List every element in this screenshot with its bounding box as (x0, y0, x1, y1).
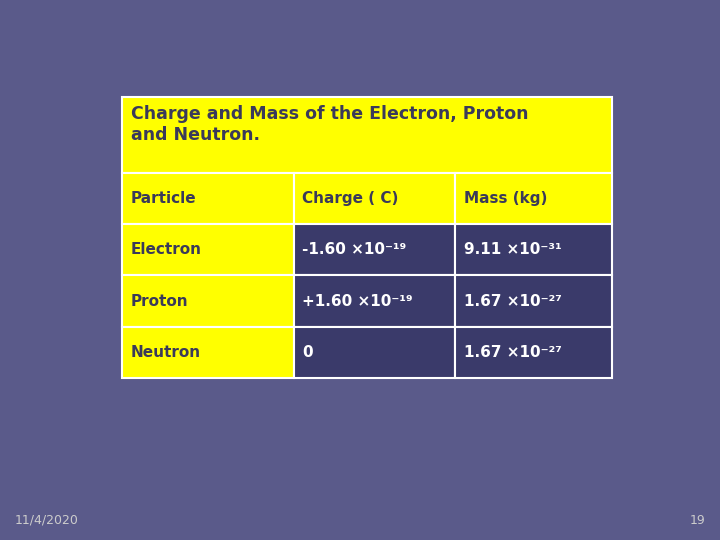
Text: +1.60 ×10⁻¹⁹: +1.60 ×10⁻¹⁹ (302, 294, 413, 308)
FancyBboxPatch shape (294, 173, 455, 224)
Text: 11/4/2020: 11/4/2020 (14, 514, 78, 526)
Text: 9.11 ×10⁻³¹: 9.11 ×10⁻³¹ (464, 242, 562, 257)
Text: Electron: Electron (131, 242, 202, 257)
FancyBboxPatch shape (294, 224, 455, 275)
Text: Neutron: Neutron (131, 345, 201, 360)
Text: Charge and Mass of the Electron, Proton
and Neutron.: Charge and Mass of the Electron, Proton … (131, 105, 528, 144)
Text: 1.67 ×10⁻²⁷: 1.67 ×10⁻²⁷ (464, 345, 562, 360)
FancyBboxPatch shape (294, 327, 455, 378)
Text: 0: 0 (302, 345, 313, 360)
Text: -1.60 ×10⁻¹⁹: -1.60 ×10⁻¹⁹ (302, 242, 407, 257)
FancyBboxPatch shape (122, 275, 294, 327)
FancyBboxPatch shape (122, 327, 294, 378)
Text: Charge ( C): Charge ( C) (302, 191, 399, 206)
FancyBboxPatch shape (455, 327, 612, 378)
FancyBboxPatch shape (122, 97, 612, 173)
FancyBboxPatch shape (122, 224, 294, 275)
FancyBboxPatch shape (455, 275, 612, 327)
FancyBboxPatch shape (455, 224, 612, 275)
Text: 19: 19 (690, 514, 706, 526)
Text: Particle: Particle (131, 191, 197, 206)
Text: Proton: Proton (131, 294, 189, 308)
FancyBboxPatch shape (294, 275, 455, 327)
Text: 1.67 ×10⁻²⁷: 1.67 ×10⁻²⁷ (464, 294, 562, 308)
FancyBboxPatch shape (122, 173, 294, 224)
FancyBboxPatch shape (455, 173, 612, 224)
Text: Mass (kg): Mass (kg) (464, 191, 547, 206)
